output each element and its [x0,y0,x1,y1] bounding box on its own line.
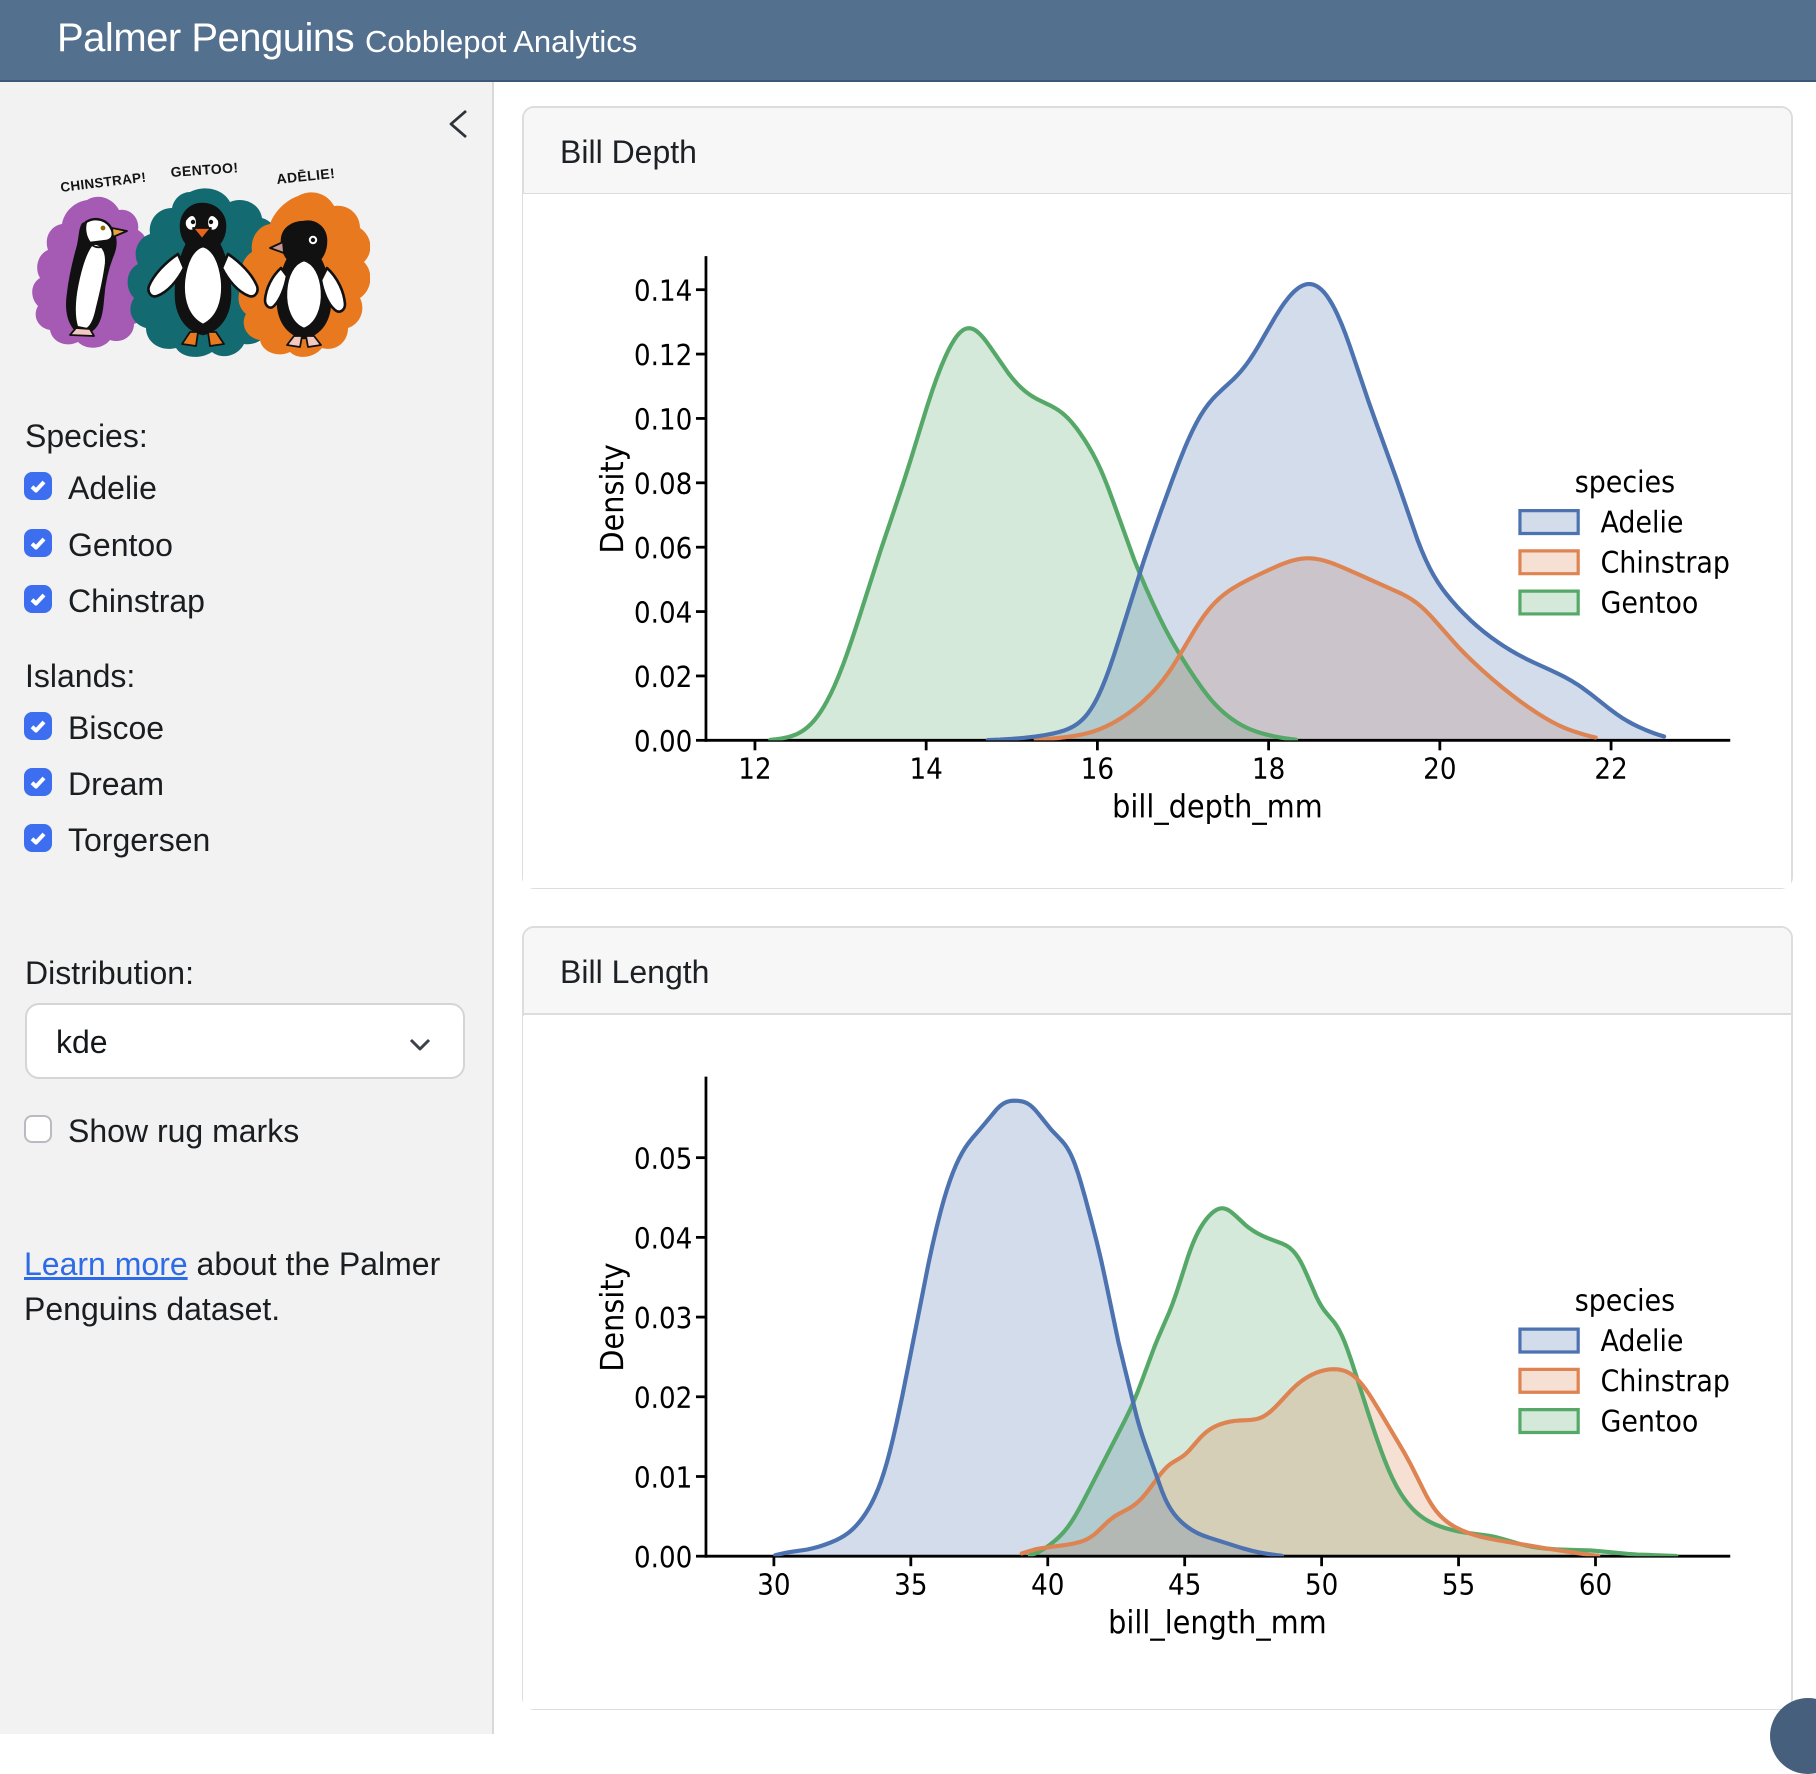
svg-text:GENTOO!: GENTOO! [170,160,239,180]
svg-text:ADĒLIE!: ADĒLIE! [276,165,336,187]
svg-text:CHINSTRAP!: CHINSTRAP! [60,170,147,195]
